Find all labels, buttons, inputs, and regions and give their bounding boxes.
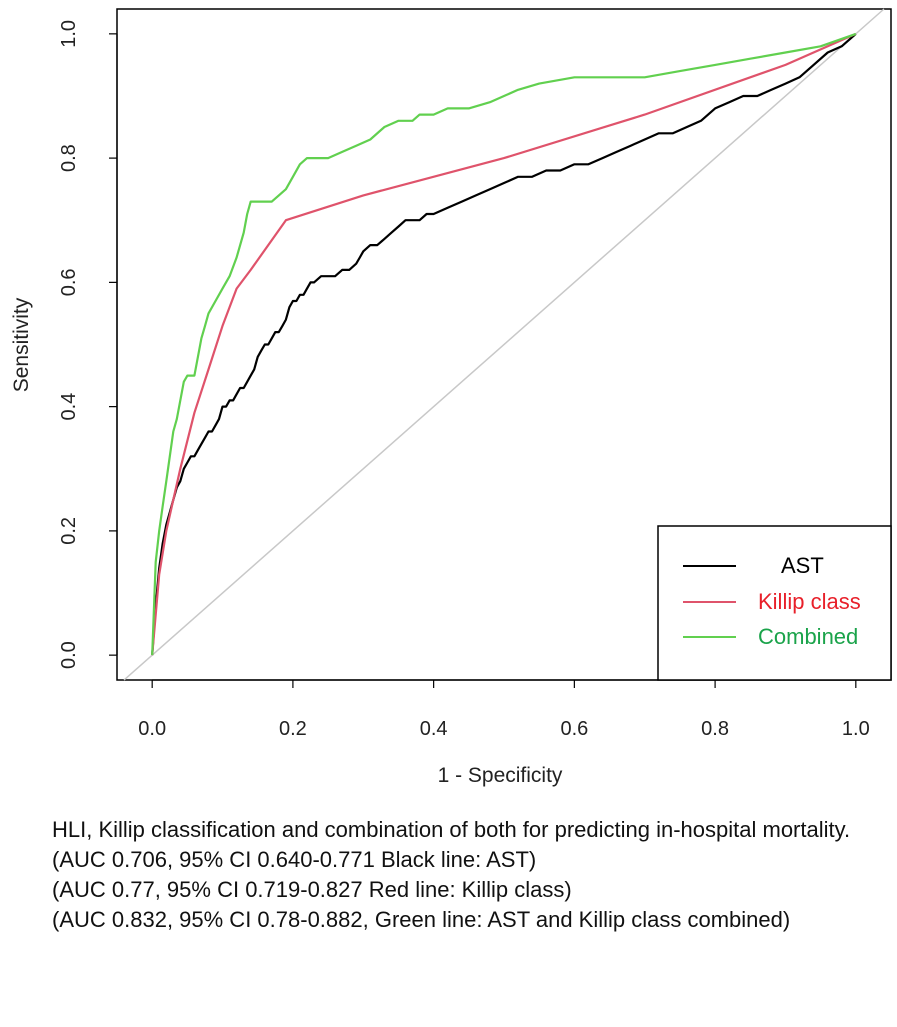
series-line-killip-class bbox=[151, 32, 857, 656]
caption-line-4: (AUC 0.832, 95% CI 0.78-0.882, Green lin… bbox=[52, 907, 791, 932]
legend-label-ast: AST bbox=[781, 553, 824, 578]
x-tick-label: 0.8 bbox=[701, 718, 729, 740]
y-tick-label: 1.0 bbox=[58, 20, 80, 48]
y-axis-label: Sensitivity bbox=[10, 297, 33, 392]
x-axis-label: 1 - Specificity bbox=[438, 764, 563, 787]
x-tick-label: 1.0 bbox=[842, 718, 870, 740]
series-line-ast bbox=[151, 33, 857, 656]
legend: AST Killip class Combined bbox=[657, 525, 892, 681]
caption-line-2: (AUC 0.706, 95% CI 0.640-0.771 Black lin… bbox=[52, 847, 537, 872]
axis-layer: 0.0 0.2 0.4 0.6 0.8 1.0 0.0 0.2 0.4 0.6 0.8 1.0 bbox=[58, 20, 870, 740]
roc-chart: 0.0 0.2 0.4 0.6 0.8 1.0 0.0 0.2 0.4 0.6 0.8 1.0 1 -… bbox=[10, 8, 892, 787]
y-tick-label: 0.8 bbox=[58, 144, 80, 172]
y-tick-label: 0.0 bbox=[58, 641, 80, 669]
caption-line-1: HLI, Killip classification and combinati… bbox=[52, 817, 851, 842]
reference-diagonal bbox=[123, 8, 885, 681]
x-tick-label: 0.6 bbox=[560, 718, 588, 740]
series-layer bbox=[151, 32, 857, 656]
y-tick-label: 0.2 bbox=[58, 517, 80, 545]
series-line-combined bbox=[151, 32, 857, 656]
legend-label-combined: Combined bbox=[758, 624, 858, 649]
y-tick-label: 0.4 bbox=[58, 393, 80, 421]
figure-caption: HLI, Killip classification and combinati… bbox=[52, 815, 887, 935]
x-tick-label: 0.2 bbox=[279, 718, 307, 740]
caption-line-3: (AUC 0.77, 95% CI 0.719-0.827 Red line: … bbox=[52, 877, 572, 902]
x-tick-label: 0.0 bbox=[138, 718, 166, 740]
legend-label-killip: Killip class bbox=[758, 589, 861, 614]
x-tick-label: 0.4 bbox=[420, 718, 448, 740]
y-tick-label: 0.6 bbox=[58, 268, 80, 296]
